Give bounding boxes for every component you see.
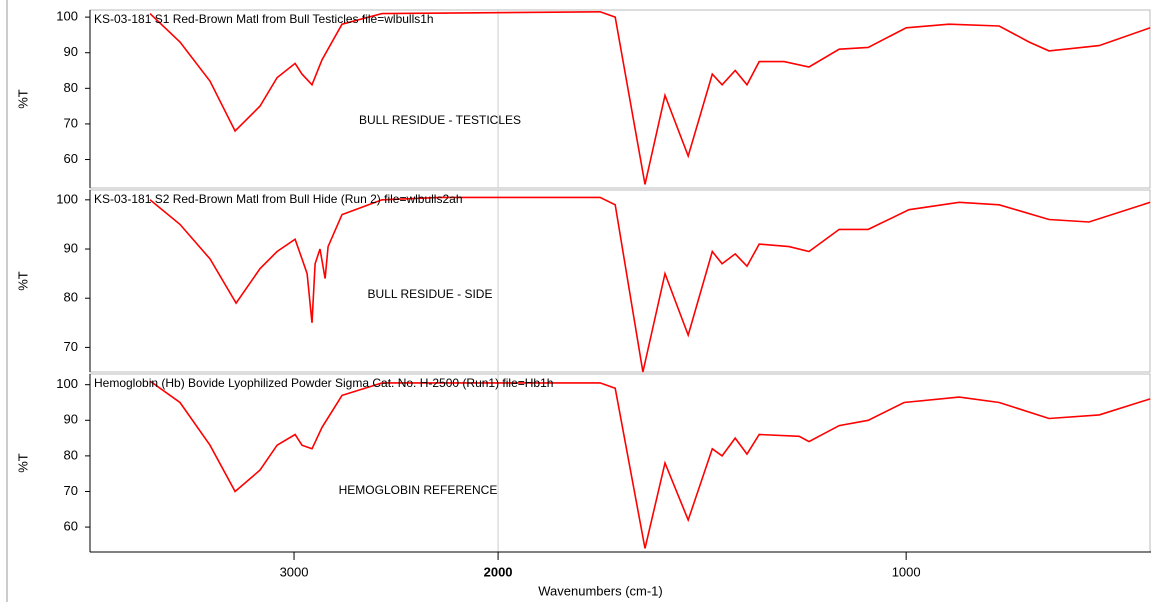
y-tick-label: 80 [64, 447, 78, 462]
y-tick-label: 90 [64, 44, 78, 59]
spectrum-line [149, 380, 1151, 549]
panel-annotation: BULL RESIDUE - TESTICLES [359, 113, 521, 127]
x-tick-label: 3000 [280, 564, 309, 579]
panel-annotation: BULL RESIDUE - SIDE [368, 287, 493, 301]
y-tick-label: 100 [56, 191, 78, 206]
y-tick-label: 100 [56, 9, 78, 24]
x-axis-label: Wavenumbers (cm-1) [538, 583, 662, 598]
x-tick-label: 1000 [892, 564, 921, 579]
spectrum-line [149, 10, 1151, 185]
y-tick-label: 70 [64, 483, 78, 498]
x-tick-label: 2000 [484, 564, 513, 579]
spectrum-line [149, 196, 1151, 373]
y-tick-label: 60 [64, 519, 78, 534]
y-axis-label: %T [15, 271, 30, 291]
y-axis-label: %T [15, 453, 30, 473]
panel-annotation: HEMOGLOBIN REFERENCE [339, 483, 498, 497]
y-tick-label: 80 [64, 290, 78, 305]
y-tick-label: 70 [64, 115, 78, 130]
y-tick-label: 70 [64, 339, 78, 354]
panel-title: KS-03-181 S1 Red-Brown Matl from Bull Te… [94, 12, 434, 26]
y-tick-label: 80 [64, 80, 78, 95]
y-tick-label: 60 [64, 151, 78, 166]
panel-title: KS-03-181 S2 Red-Brown Matl from Bull Hi… [94, 192, 463, 206]
panel-title: Hemoglobin (Hb) Bovide Lyophilized Powde… [94, 376, 553, 390]
y-axis-label: %T [15, 89, 30, 109]
y-tick-label: 90 [64, 240, 78, 255]
y-tick-label: 100 [56, 376, 78, 391]
y-tick-label: 90 [64, 412, 78, 427]
